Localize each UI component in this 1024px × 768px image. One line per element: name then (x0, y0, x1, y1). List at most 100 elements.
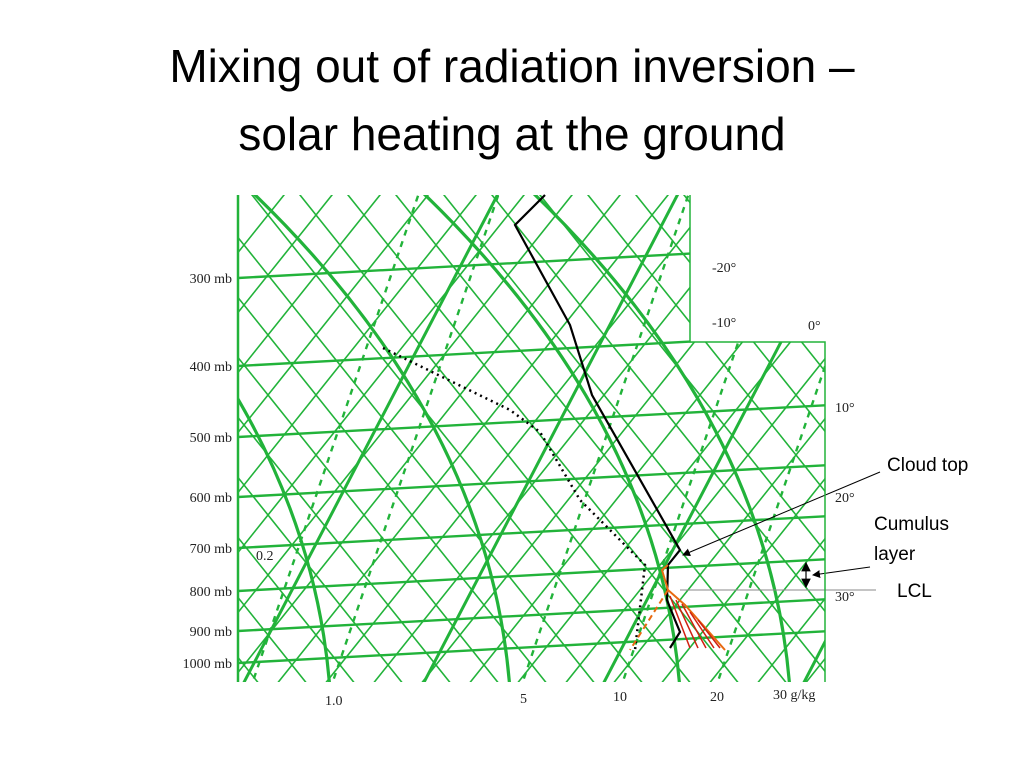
title-line: solar heating at the ground (238, 108, 785, 160)
pressure-label: 500 mb (190, 431, 232, 446)
isobar (238, 597, 825, 633)
diagram-edge (689, 195, 826, 682)
mixing-ratio-line (518, 195, 692, 682)
isotherm (0, 190, 192, 690)
annotation: LCL (897, 581, 932, 602)
isotherm (238, 195, 337, 682)
isobar (238, 403, 825, 439)
temperature-label: 30° (835, 590, 855, 605)
isotherm (751, 195, 825, 682)
mixing-ratio-line (618, 195, 792, 682)
isotherm (896, 190, 1024, 690)
isotherm (607, 195, 825, 682)
dry-adiabat (0, 190, 216, 690)
dry-adiabat (238, 195, 553, 682)
dry-adiabat (823, 195, 825, 682)
isotherm-major (418, 195, 682, 682)
dry-adiabat (0, 190, 168, 690)
dry-adiabat (968, 190, 1024, 690)
title-line: Mixing out of radiation inversion – (169, 40, 855, 92)
dry-adiabat (238, 195, 409, 682)
dry-adiabat (238, 195, 457, 682)
dry-adiabat (238, 195, 601, 682)
dry-adiabat (295, 195, 697, 682)
isotherm (799, 195, 825, 682)
dry-adiabat (920, 190, 1024, 690)
isotherm (0, 190, 144, 690)
mixing-ratio-line (248, 195, 422, 682)
isobar (238, 557, 825, 593)
temperature-label: 10° (835, 401, 855, 416)
isotherm (559, 195, 825, 682)
mixed-dewpoint (629, 589, 669, 651)
dry-adiabat (775, 195, 825, 682)
skew-t-grid (0, 190, 1024, 690)
dry-adiabat (487, 195, 825, 682)
dry-adiabat (391, 195, 793, 682)
isotherm (238, 195, 481, 682)
pressure-label: 1000 mb (183, 657, 232, 672)
isotherm-major (238, 195, 502, 682)
dry-adiabat (583, 195, 825, 682)
pressure-label: 900 mb (190, 625, 232, 640)
diagram-labels: 300 mb 400 mb 500 mb 600 mb 700 mb 800 mb 900 … (183, 261, 855, 709)
moist-adiabat (248, 195, 512, 682)
pressure-label: 700 mb (190, 542, 232, 557)
annotation: Cloud top (887, 455, 968, 476)
temperature-sounding (513, 194, 682, 649)
dry-adiabat (0, 190, 120, 690)
cloud-top-pointer (682, 471, 881, 556)
temperature-label: 0° (808, 319, 821, 334)
temperature-label: 20° (835, 491, 855, 506)
isotherm (238, 195, 625, 682)
dry-adiabat (535, 195, 825, 682)
isobar (238, 332, 825, 368)
mixing-ratio-label: 1.0 (325, 694, 343, 709)
dry-adiabat (238, 195, 505, 682)
dry-adiabat (238, 195, 313, 682)
dry-adiabat (631, 195, 825, 682)
isobar (238, 514, 825, 550)
pressure-label: 800 mb (190, 585, 232, 600)
isotherm (238, 195, 577, 682)
isotherm (511, 195, 825, 682)
hatching (669, 595, 721, 649)
pressure-label: 400 mb (190, 360, 232, 375)
isotherm (238, 195, 433, 682)
isotherm (238, 195, 385, 682)
moist-adiabat (528, 195, 792, 682)
isotherm (0, 190, 96, 690)
mixing-ratio-label: 5 (520, 692, 527, 707)
mixing-ratio-label: 20 (710, 690, 724, 705)
cumulus-pointer (812, 566, 871, 578)
isobar (238, 629, 825, 665)
isotherm-major (798, 195, 825, 682)
dry-adiabat (872, 190, 1024, 690)
mixing-ratio-label: 30 g/kg (773, 688, 815, 703)
annotation: layer (874, 544, 916, 565)
mixing-ratio-line (713, 195, 825, 682)
annotation: Cumulus (874, 514, 949, 535)
isotherm (238, 195, 529, 682)
isotherm (0, 190, 48, 690)
dewpoint-sounding (382, 346, 647, 651)
temperature-label: -20° (712, 261, 736, 276)
moist-adiabat (418, 195, 682, 682)
pressure-label: 300 mb (190, 272, 232, 287)
isotherm (703, 195, 825, 682)
isotherm (367, 195, 769, 682)
isotherm (238, 195, 289, 682)
isotherm (319, 195, 721, 682)
dry-adiabat (727, 195, 825, 682)
dry-adiabat (439, 195, 825, 682)
isotherm (271, 195, 673, 682)
dry-adiabat (247, 195, 649, 682)
isotherm (655, 195, 825, 682)
dry-adiabat (238, 195, 361, 682)
moist-adiabat (238, 195, 332, 682)
isobar (238, 463, 825, 499)
mixing-ratio-label: 0.2 (256, 549, 274, 564)
isotherm (848, 190, 1024, 690)
temperature-label: -10° (712, 316, 736, 331)
